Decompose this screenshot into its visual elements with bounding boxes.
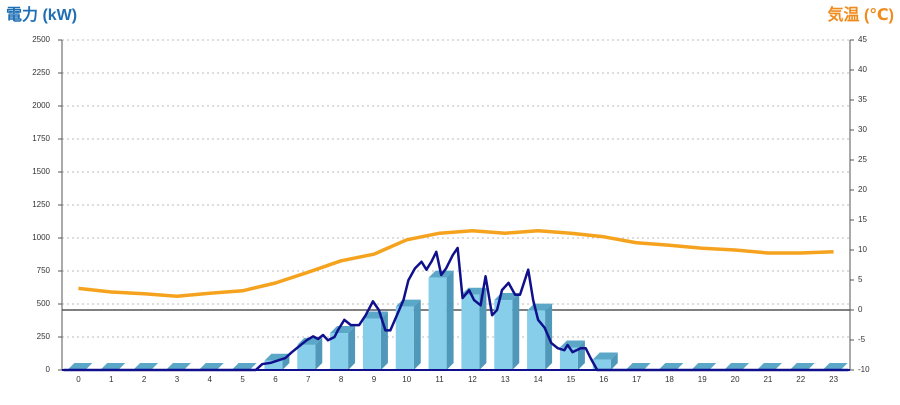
bar — [494, 300, 513, 370]
bar-side — [512, 293, 520, 370]
bar — [428, 277, 447, 370]
bar-top — [592, 352, 618, 360]
y-tick-label: 2000 — [32, 101, 50, 110]
y-tick-label: 250 — [37, 332, 51, 341]
bar-side — [610, 352, 618, 370]
x-tick-label: 16 — [599, 375, 608, 384]
x-tick-label: 4 — [208, 375, 213, 384]
bar-top — [691, 363, 717, 370]
x-tick-label: 3 — [175, 375, 180, 384]
line — [63, 246, 849, 372]
bar-top — [789, 363, 815, 370]
y2-tick-label: 45 — [858, 35, 867, 44]
bar-top — [625, 363, 651, 370]
bar-top — [133, 363, 159, 370]
x-tick-label: 23 — [829, 375, 838, 384]
bar — [362, 318, 381, 370]
y-tick-label: 500 — [37, 299, 51, 308]
y2-tick-label: -10 — [858, 365, 870, 374]
bar — [395, 306, 414, 370]
bar-side — [380, 311, 388, 370]
bar-side — [479, 287, 487, 370]
x-tick-label: 1 — [109, 375, 114, 384]
y2-tick-label: -5 — [858, 335, 866, 344]
bar-top — [822, 363, 848, 370]
y-tick-label: 1250 — [32, 200, 50, 209]
x-tick-label: 12 — [468, 375, 477, 384]
y-tick-label: 2250 — [32, 68, 50, 77]
line — [78, 229, 834, 298]
x-tick-label: 21 — [763, 375, 772, 384]
bar-top — [165, 363, 191, 370]
x-tick-label: 6 — [273, 375, 278, 384]
x-tick-label: 7 — [306, 375, 311, 384]
bar — [592, 359, 611, 370]
bar — [297, 344, 316, 370]
x-tick-label: 0 — [76, 375, 81, 384]
y-tick-label: 1500 — [32, 167, 50, 176]
bar — [559, 347, 578, 370]
bar — [461, 294, 480, 370]
y2-axis-title: 気温 (℃) — [828, 5, 894, 24]
bar-side — [348, 326, 356, 370]
y2-tick-label: 30 — [858, 125, 867, 134]
x-tick-label: 10 — [402, 375, 411, 384]
x-tick-label: 14 — [534, 375, 543, 384]
x-tick-label: 22 — [796, 375, 805, 384]
x-tick-label: 2 — [142, 375, 147, 384]
x-tick-label: 15 — [566, 375, 575, 384]
y-axis-title: 電力 (kW) — [6, 5, 77, 24]
bar — [527, 310, 546, 370]
y-tick-label: 750 — [37, 266, 51, 275]
bar-top — [658, 363, 684, 370]
bar-top — [724, 363, 750, 370]
x-tick-label: 13 — [501, 375, 510, 384]
y-tick-label: 2500 — [32, 35, 50, 44]
y2-tick-label: 15 — [858, 215, 867, 224]
y-tick-label: 1750 — [32, 134, 50, 143]
bar-top — [231, 363, 257, 370]
x-tick-label: 17 — [632, 375, 641, 384]
y2-tick-label: 5 — [858, 275, 863, 284]
bar-top — [100, 363, 126, 370]
x-tick-label: 8 — [339, 375, 344, 384]
y-tick-label: 1000 — [32, 233, 50, 242]
bar — [264, 360, 283, 370]
bar-top — [198, 363, 224, 370]
bar-top — [756, 363, 782, 370]
bar-top — [67, 363, 93, 370]
y2-tick-label: 0 — [858, 305, 863, 314]
x-tick-label: 11 — [435, 375, 444, 384]
bar — [330, 333, 349, 370]
y2-tick-label: 35 — [858, 95, 867, 104]
y2-tick-label: 20 — [858, 185, 867, 194]
x-tick-label: 19 — [698, 375, 707, 384]
y2-tick-label: 40 — [858, 65, 867, 74]
x-tick-label: 18 — [665, 375, 674, 384]
x-tick-label: 5 — [240, 375, 245, 384]
y-tick-label: 0 — [46, 365, 51, 374]
x-tick-label: 20 — [731, 375, 740, 384]
y2-tick-label: 10 — [858, 245, 867, 254]
y2-tick-label: 25 — [858, 155, 867, 164]
x-tick-label: 9 — [372, 375, 377, 384]
bar-side — [282, 353, 290, 370]
bar-side — [446, 270, 454, 370]
bar-side — [315, 337, 323, 370]
bar-side — [413, 299, 421, 370]
